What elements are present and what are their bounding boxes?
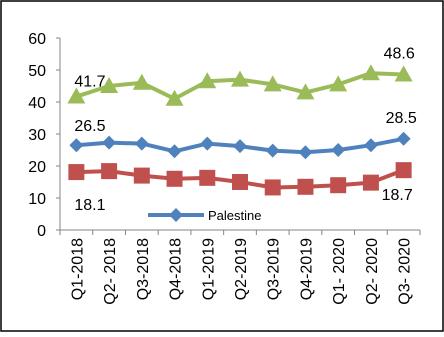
- x-tick-label: Q3- 2020: [397, 238, 414, 305]
- legend-label: Palestine: [208, 208, 261, 223]
- triangle-marker: [361, 64, 380, 81]
- x-tick-label: Q4-2019: [298, 238, 315, 300]
- diamond-marker: [102, 135, 117, 150]
- triangle-marker: [198, 72, 217, 89]
- x-tick-label: Q4-2018: [168, 238, 185, 300]
- triangle-marker: [165, 89, 184, 106]
- y-tick-label: 40: [28, 95, 46, 112]
- square-marker: [101, 163, 118, 180]
- y-tick-label: 0: [37, 223, 46, 240]
- triangle-marker: [329, 75, 348, 92]
- diamond-marker: [69, 138, 84, 153]
- y-tick-label: 50: [28, 63, 46, 80]
- diamond-marker: [200, 136, 215, 151]
- diamond-marker: [134, 136, 149, 151]
- y-tick-label: 30: [28, 127, 46, 144]
- series-1: [69, 131, 411, 160]
- diamond-marker: [169, 208, 183, 222]
- square-marker: [166, 170, 183, 187]
- y-tick-label: 60: [28, 31, 46, 48]
- triangle-marker: [132, 73, 151, 90]
- x-tick-label: Q2- 2020: [364, 238, 381, 305]
- triangle-marker: [394, 65, 413, 82]
- diamond-marker: [396, 131, 411, 146]
- triangle-marker: [296, 83, 315, 100]
- series-group: [67, 64, 413, 196]
- square-marker: [362, 174, 379, 191]
- series-2: [68, 162, 412, 196]
- series-0: [67, 64, 413, 106]
- data-label: 26.5: [74, 118, 105, 135]
- square-marker: [199, 169, 216, 186]
- diamond-marker: [363, 138, 378, 153]
- square-marker: [297, 178, 314, 195]
- square-marker: [330, 177, 347, 194]
- diamond-marker: [265, 143, 280, 158]
- x-tick-label: Q1- 2020: [331, 238, 348, 305]
- square-marker: [395, 162, 412, 179]
- square-marker: [232, 174, 248, 190]
- x-tick-label: Q3-2019: [266, 238, 283, 300]
- diamond-marker: [233, 139, 247, 154]
- square-marker: [264, 179, 281, 196]
- y-tick-label: 20: [28, 159, 46, 176]
- diamond-marker: [331, 143, 346, 157]
- x-tick-label: Q1-2019: [200, 238, 217, 300]
- data-labels: 41.7 48.6 26.5 28.5 18.1 18.7: [74, 45, 417, 214]
- x-tick-label: Q1-2018: [69, 238, 86, 300]
- y-tick-label: 10: [28, 191, 46, 208]
- square-marker: [133, 167, 150, 184]
- triangle-marker: [67, 87, 86, 104]
- triangle-marker: [100, 77, 119, 93]
- x-tick-label: Q3-2018: [135, 238, 152, 300]
- legend: Palestine: [148, 208, 261, 223]
- triangle-marker: [231, 70, 249, 87]
- data-label: 18.1: [74, 197, 105, 214]
- diamond-marker: [167, 144, 182, 159]
- x-tick-label: Q2-2019: [233, 238, 250, 300]
- data-label: 41.7: [74, 74, 105, 91]
- diamond-marker: [298, 145, 313, 160]
- square-marker: [68, 164, 85, 181]
- data-label: 28.5: [386, 110, 417, 127]
- triangle-marker: [263, 75, 282, 92]
- data-label: 48.6: [384, 45, 415, 62]
- x-tick-label: Q2- 2018: [102, 238, 119, 305]
- data-label: 18.7: [382, 187, 413, 204]
- axes: 0 10 20 30 40 50 60 Q1-2018 Q2- 2018 Q3-2018 Q4-20…: [28, 31, 421, 305]
